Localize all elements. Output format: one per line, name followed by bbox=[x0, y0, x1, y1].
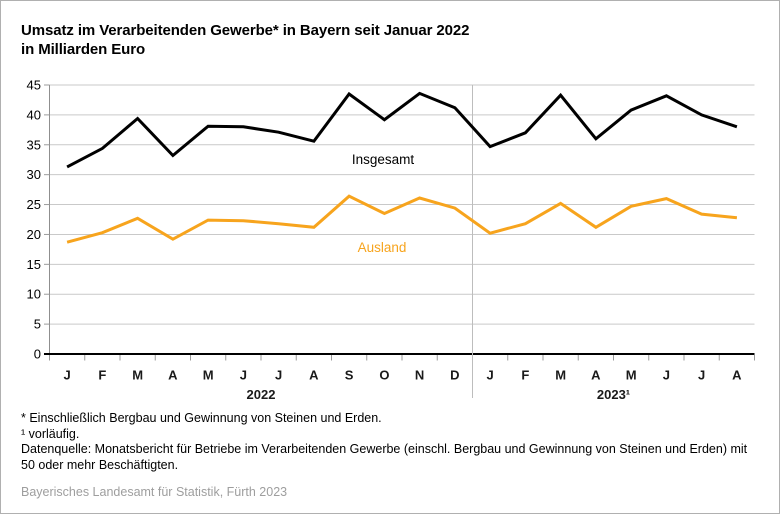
y-axis-label: 0 bbox=[34, 347, 41, 362]
year-label: 2022 bbox=[247, 387, 276, 402]
month-label: N bbox=[415, 368, 424, 383]
month-label: J bbox=[240, 368, 247, 383]
month-label: J bbox=[275, 368, 282, 383]
month-label: J bbox=[64, 368, 71, 383]
y-axis-label: 10 bbox=[27, 287, 41, 302]
y-axis-label: 40 bbox=[27, 107, 41, 122]
series-line-ausland bbox=[66, 194, 738, 244]
y-axis-label: 20 bbox=[27, 227, 41, 242]
series-line-insgesamt bbox=[66, 91, 738, 169]
y-axis-label: 15 bbox=[27, 257, 41, 272]
page-subtitle: in Milliarden Euro bbox=[21, 41, 146, 58]
month-label: J bbox=[487, 368, 494, 383]
month-label: M bbox=[626, 368, 637, 383]
month-label: A bbox=[168, 368, 178, 383]
footnote-asterisk: * Einschließlich Bergbau und Gewinnung v… bbox=[21, 411, 382, 425]
source-attribution: Bayerisches Landesamt für Statistik, Für… bbox=[21, 485, 288, 499]
year-label: 2023¹ bbox=[597, 387, 630, 402]
footnote-preliminary: ¹ vorläufig. bbox=[21, 426, 80, 441]
chart-header: Umsatz im Verarbeitenden Gewerbe* in Bay… bbox=[21, 21, 469, 59]
month-label: A bbox=[309, 368, 319, 383]
y-axis-label: 35 bbox=[27, 137, 41, 152]
series-label-ausland: Ausland bbox=[358, 240, 407, 255]
month-label: O bbox=[379, 368, 389, 383]
month-label: A bbox=[591, 368, 601, 383]
footnotes-block: * Einschließlich Bergbau und Gewinnung v… bbox=[21, 411, 753, 473]
y-axis-label: 25 bbox=[27, 197, 41, 212]
month-label: M bbox=[555, 368, 566, 383]
footnote-datasource: Datenquelle: Monatsbericht für Betriebe … bbox=[21, 442, 748, 472]
month-label: J bbox=[698, 368, 705, 383]
y-axis-label: 45 bbox=[27, 78, 41, 93]
y-axis-label: 30 bbox=[27, 167, 41, 182]
month-label: M bbox=[132, 368, 143, 383]
month-label: F bbox=[98, 368, 106, 383]
month-label: S bbox=[345, 368, 354, 383]
series-label-insgesamt: Insgesamt bbox=[352, 152, 415, 167]
y-axis-label: 5 bbox=[34, 317, 41, 332]
month-label: J bbox=[663, 368, 670, 383]
month-label: M bbox=[203, 368, 214, 383]
month-label: A bbox=[732, 368, 742, 383]
month-label: F bbox=[521, 368, 529, 383]
month-label: D bbox=[450, 368, 459, 383]
page-title: Umsatz im Verarbeitenden Gewerbe* in Bay… bbox=[21, 22, 470, 39]
